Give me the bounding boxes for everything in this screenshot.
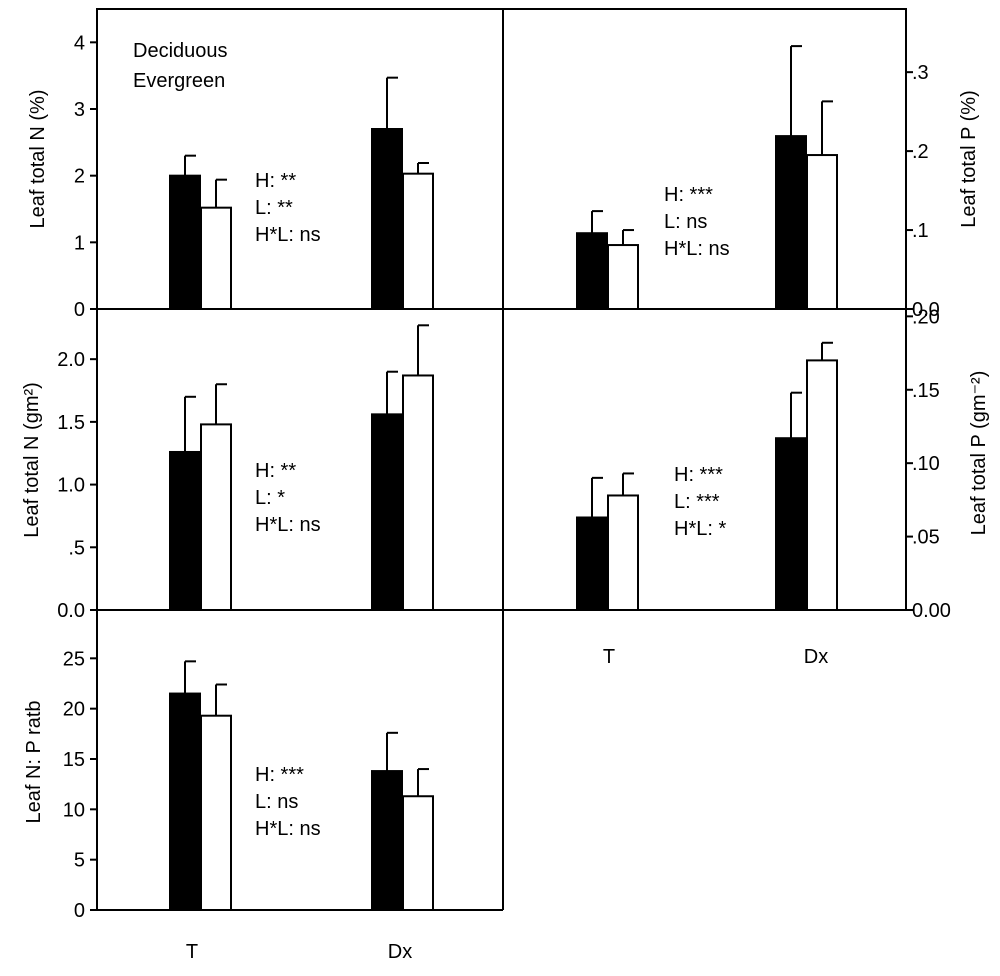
ytick-label: .15	[912, 380, 940, 402]
panel-leaf-n-area: 0.0 .5 1.0 1.5 2.0 H: ** L: * H*L: ns	[57, 324, 434, 622]
panel-leaf-np-ratio: 0 5 10 15 20 25 H: *** L: ns H*L: ns	[63, 648, 434, 922]
significance-annotation: L: ns	[664, 211, 707, 233]
bar-deciduous-t	[169, 174, 201, 310]
ytick-label: .3	[912, 62, 929, 84]
legend-entry-evergreen: Evergreen	[133, 70, 225, 92]
bar-deciduous-t	[169, 692, 201, 912]
ytick-label: .1	[912, 220, 929, 242]
ytick-label: 20	[63, 699, 85, 721]
ytick-label: 2.0	[57, 349, 85, 371]
ylabel-leaf-total-p-area: Leaf total P (gm⁻²)	[968, 371, 990, 536]
bar-evergreen-dx	[402, 795, 434, 912]
ytick-label: 0	[74, 900, 85, 922]
ytick-label: 0.0	[57, 600, 85, 622]
significance-annotation: H*L: ns	[664, 238, 730, 260]
significance-annotation: L: ns	[255, 791, 298, 813]
ytick-label: 25	[63, 648, 85, 670]
significance-annotation: L: ***	[674, 491, 720, 513]
ylabel-leaf-total-n-area: Leaf total N (gm²)	[21, 382, 43, 538]
bar-deciduous-t	[169, 450, 201, 611]
ytick-label: .05	[912, 527, 940, 549]
xtick-bottom-dx: Dx	[388, 941, 412, 963]
bar-deciduous-t	[576, 516, 608, 611]
ytick-label: 1.5	[57, 412, 85, 434]
bar-deciduous-dx	[775, 437, 807, 611]
significance-annotation: H: **	[255, 170, 296, 192]
significance-annotation: L: **	[255, 197, 293, 219]
xtick-right-t: T	[603, 646, 615, 668]
ytick-label: .20	[912, 306, 940, 328]
legend-entry-deciduous: Deciduous	[133, 40, 228, 62]
panel-leaf-n-percent: 0 1 2 3 4 H: ** L: ** H*L: ns	[74, 32, 434, 321]
ytick-label: .2	[912, 141, 929, 163]
ylabel-leaf-total-n-percent: Leaf total N (%)	[27, 90, 49, 229]
ytick-label: 2	[74, 166, 85, 188]
panel-leaf-p-area: 0.00 .05 .10 .15 .20 H: *** L: *** H*L: *	[576, 306, 951, 622]
ylabel-leaf-total-p-percent: Leaf total P (%)	[958, 90, 980, 227]
ytick-label: 4	[74, 32, 85, 54]
bar-deciduous-dx	[371, 413, 403, 611]
significance-annotation: H: ***	[674, 464, 723, 486]
ytick-label: 0.00	[912, 600, 951, 622]
bar-evergreen-dx	[806, 154, 838, 310]
significance-annotation: H: **	[255, 460, 296, 482]
significance-annotation: H*L: *	[674, 518, 726, 540]
bar-deciduous-dx	[371, 128, 403, 310]
panel-leaf-p-percent: 0.0 .1 .2 .3 H: *** L: ns H*L: ns	[576, 45, 940, 321]
bar-evergreen-t	[607, 244, 639, 310]
ytick-label: 5	[74, 850, 85, 872]
bar-evergreen-t	[200, 714, 232, 912]
ytick-label: .5	[68, 537, 85, 559]
significance-annotation: H: ***	[664, 184, 713, 206]
bar-deciduous-t	[576, 232, 608, 310]
bar-evergreen-t	[607, 494, 639, 612]
xtick-bottom-t: T	[186, 941, 198, 963]
bar-evergreen-t	[200, 206, 232, 311]
ytick-label: 0.0	[912, 299, 940, 321]
ytick-label: 1	[74, 232, 85, 254]
significance-annotation: L: *	[255, 487, 285, 509]
ytick-label: .10	[912, 453, 940, 475]
ytick-label: 3	[74, 99, 85, 121]
ytick-label: 0	[74, 299, 85, 321]
bar-evergreen-dx	[402, 374, 434, 611]
xtick-right-dx: Dx	[804, 646, 828, 668]
bar-evergreen-dx	[402, 172, 434, 310]
bar-deciduous-dx	[371, 770, 403, 912]
bar-deciduous-dx	[775, 135, 807, 310]
legend: Deciduous Evergreen	[133, 40, 228, 92]
significance-annotation: H: ***	[255, 764, 304, 786]
bar-evergreen-dx	[806, 359, 838, 612]
ytick-label: 10	[63, 799, 85, 821]
bar-evergreen-t	[200, 423, 232, 611]
ylabel-leaf-np-ratio: Leaf N: P ratb	[23, 700, 45, 823]
significance-annotation: H*L: ns	[255, 224, 321, 246]
significance-annotation: H*L: ns	[255, 514, 321, 536]
significance-annotation: H*L: ns	[255, 818, 321, 840]
ytick-label: 15	[63, 749, 85, 771]
ytick-label: 1.0	[57, 475, 85, 497]
